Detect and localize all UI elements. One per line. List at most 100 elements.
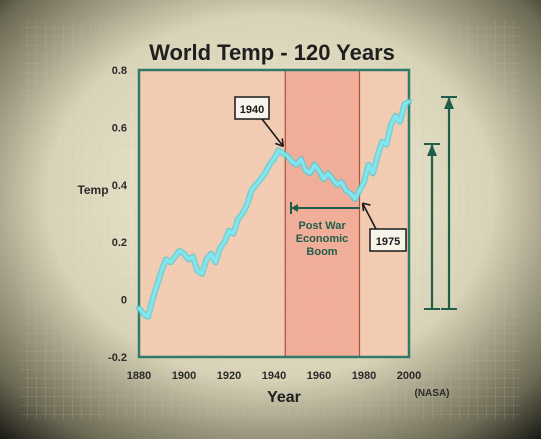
y-tick-label: 0.6 [112,122,127,134]
y-tick-labels: -0.2 0 0.2 0.4 0.6 0.8 [108,65,128,364]
peak-callout: 1940 [234,96,285,148]
data-point [210,252,212,255]
data-point [349,192,352,195]
data-point [381,140,383,143]
data-point [142,313,145,315]
boom-span-arrowhead [291,204,298,212]
data-point [376,155,379,157]
data-point [331,178,334,180]
x-axis-label: Year [267,389,301,406]
data-point [399,120,401,123]
data-point [232,232,235,235]
x-tick-label: 1920 [217,370,241,382]
data-point [327,172,329,175]
data-point [183,252,185,255]
data-point [318,169,320,172]
y-tick-label: 0 [121,295,127,307]
data-point [291,161,293,163]
x-tick-label: 1960 [307,370,331,382]
data-point [300,158,302,160]
data-point [340,181,343,183]
x-tick-label: 1980 [352,370,376,382]
data-point [201,272,203,275]
chart-title: World Temp - 120 Years [149,40,395,65]
data-point [282,152,284,155]
data-point [309,172,311,175]
data-point [351,195,354,198]
data-point [390,123,392,126]
data-point [165,258,167,261]
plot-grid [139,70,409,357]
data-point [295,163,298,166]
data-point [313,163,316,166]
low-label-box [369,228,407,252]
data-point [160,270,163,272]
period-dividers [284,70,361,357]
data-point [246,204,248,206]
peak-label-box [234,96,270,120]
data-point [250,189,253,192]
rise-arrow-long-head [444,97,454,109]
rise-arrows [424,96,457,310]
low-label: 1975 [376,236,400,248]
low-callout: 1975 [361,202,407,252]
peak-arrow [261,118,285,148]
data-point [169,261,172,264]
x-tick-label: 1940 [262,370,286,382]
y-tick-label: 0.4 [112,180,128,192]
data-point [205,258,208,261]
peak-label: 1940 [240,104,264,116]
x-tick-label: 1880 [127,370,151,382]
x-tick-label: 2000 [397,370,421,382]
data-point [363,181,365,183]
data-point [237,218,239,221]
x-tick-label: 1900 [172,370,196,382]
plot-frame [137,68,411,359]
source-label: (NASA) [415,388,450,399]
series-line [137,100,411,319]
data-point [151,298,154,301]
data-point [372,172,374,175]
y-tick-label: 0.2 [112,237,127,249]
data-point [255,184,257,186]
data-point [358,189,361,192]
data-point [196,270,199,272]
rise-arrow-short-head [427,144,437,156]
y-axis-label: Temp [77,183,108,197]
data-point [385,143,388,146]
x-tick-labels: 1880 1900 1920 1940 1960 1980 2000 [127,370,421,382]
data-point [223,241,226,243]
temperature-series [136,98,412,320]
data-point [354,198,356,200]
annotations: 1940 1975 Post War Economic Boom [234,96,457,310]
data-point [273,158,275,160]
y-tick-label: -0.2 [108,352,127,364]
boom-text-line-3: Boom [306,246,337,258]
data-point [304,169,307,172]
data-point [174,255,176,258]
low-arrow [361,202,377,230]
data-point [322,178,325,180]
data-point [345,189,347,192]
data-point [214,261,217,264]
boom-text-line-1: Post War [298,220,346,232]
data-point [156,284,158,287]
data-point [264,172,266,175]
y-tick-label: 0.8 [112,65,127,77]
data-point [138,307,140,310]
data-point [147,316,149,318]
data-point [178,250,181,252]
data-point [268,163,271,166]
data-point [394,115,397,117]
data-point [367,163,370,166]
boom-text-line-2: Economic [296,233,349,245]
data-point [408,100,410,103]
data-point [336,184,338,186]
data-point [259,178,262,180]
data-point [277,149,280,152]
data-point [219,247,221,249]
data-point [228,229,230,232]
data-point [241,212,244,215]
